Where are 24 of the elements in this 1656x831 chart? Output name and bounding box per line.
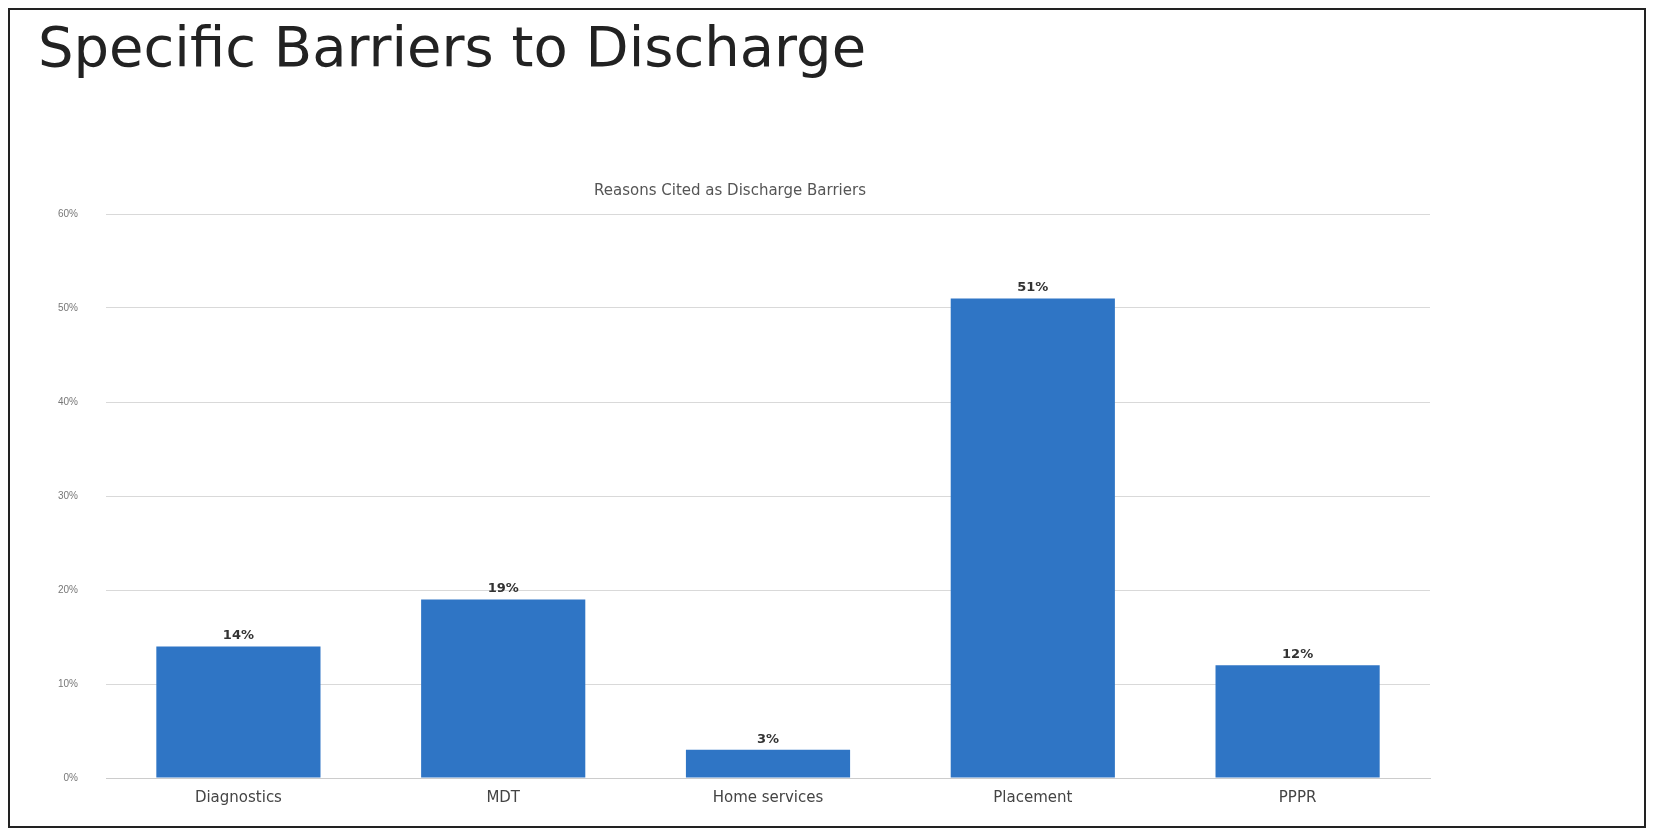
x-tick-label: MDT xyxy=(486,787,521,806)
bar xyxy=(421,599,586,778)
data-label: 12% xyxy=(1282,646,1314,662)
data-label: 14% xyxy=(222,627,254,643)
data-label: 51% xyxy=(1017,279,1049,295)
x-tick-label: Home services xyxy=(712,787,824,806)
y-tick-label: 10% xyxy=(58,677,79,689)
data-label: 19% xyxy=(487,580,519,596)
x-tick-label: PPPR xyxy=(1278,787,1317,806)
y-tick-label: 50% xyxy=(58,301,79,313)
bar xyxy=(156,646,321,778)
y-tick-label: 20% xyxy=(58,583,79,595)
bar xyxy=(685,749,851,778)
y-tick-label: 60% xyxy=(58,207,79,219)
y-tick-label: 30% xyxy=(58,489,79,501)
bar xyxy=(1215,665,1380,778)
bar xyxy=(950,298,1115,778)
data-label: 3% xyxy=(756,730,780,746)
y-tick-label: 0% xyxy=(63,771,79,783)
chart-subtitle: Reasons Cited as Discharge Barriers xyxy=(594,180,867,199)
x-tick-label: Placement xyxy=(993,787,1073,806)
x-tick-label: Diagnostics xyxy=(194,787,283,806)
y-tick-label: 40% xyxy=(58,395,79,407)
chart-title: Specific Barriers to Discharge xyxy=(38,14,867,79)
